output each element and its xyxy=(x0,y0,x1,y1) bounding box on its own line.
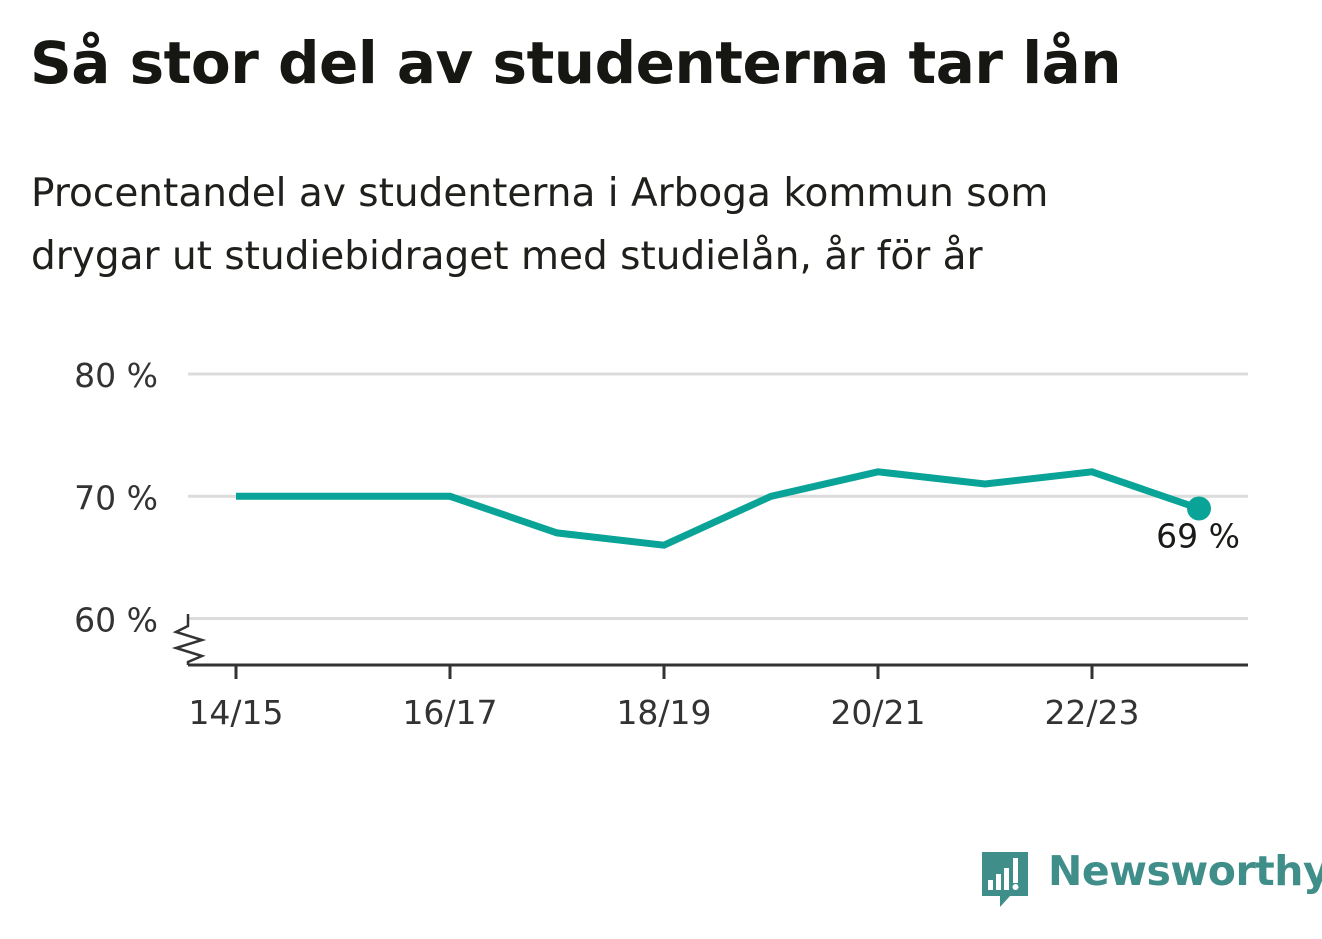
y-tick-label: 70 % xyxy=(74,478,158,517)
x-tick-label: 14/15 xyxy=(188,693,283,732)
y-axis-break xyxy=(171,614,207,665)
subtitle-line-2: drygar ut studiebidraget med studielån, … xyxy=(31,234,983,279)
x-tick-label: 18/19 xyxy=(616,693,711,732)
chart-title: Så stor del av studenterna tar lån xyxy=(30,29,1122,97)
bar-chart-speech-bubble-icon xyxy=(982,852,1028,907)
y-tick-label: 80 % xyxy=(74,356,158,395)
end-value-label: 69 % xyxy=(1156,516,1240,555)
subtitle-line-1: Procentandel av studenterna i Arboga kom… xyxy=(31,171,1049,216)
labels: 60 % 70 % 80 % 14/15 16/17 18/19 20/21 22/23 69 … xyxy=(74,356,1240,732)
series-line xyxy=(236,468,1201,549)
brand-name: Newsworthy xyxy=(1048,847,1322,895)
axes xyxy=(171,614,1248,679)
x-tick-label: 16/17 xyxy=(402,693,497,732)
newsworthy-logo: Newsworthy xyxy=(980,847,1322,910)
chart-subtitle: Procentandel av studenterna i Arboga kom… xyxy=(31,162,1291,288)
x-tick-label: 20/21 xyxy=(830,693,925,732)
y-tick-label: 60 % xyxy=(74,601,158,640)
x-tick-label: 22/23 xyxy=(1044,693,1139,732)
series xyxy=(236,468,1211,549)
end-point-marker xyxy=(1187,496,1211,521)
